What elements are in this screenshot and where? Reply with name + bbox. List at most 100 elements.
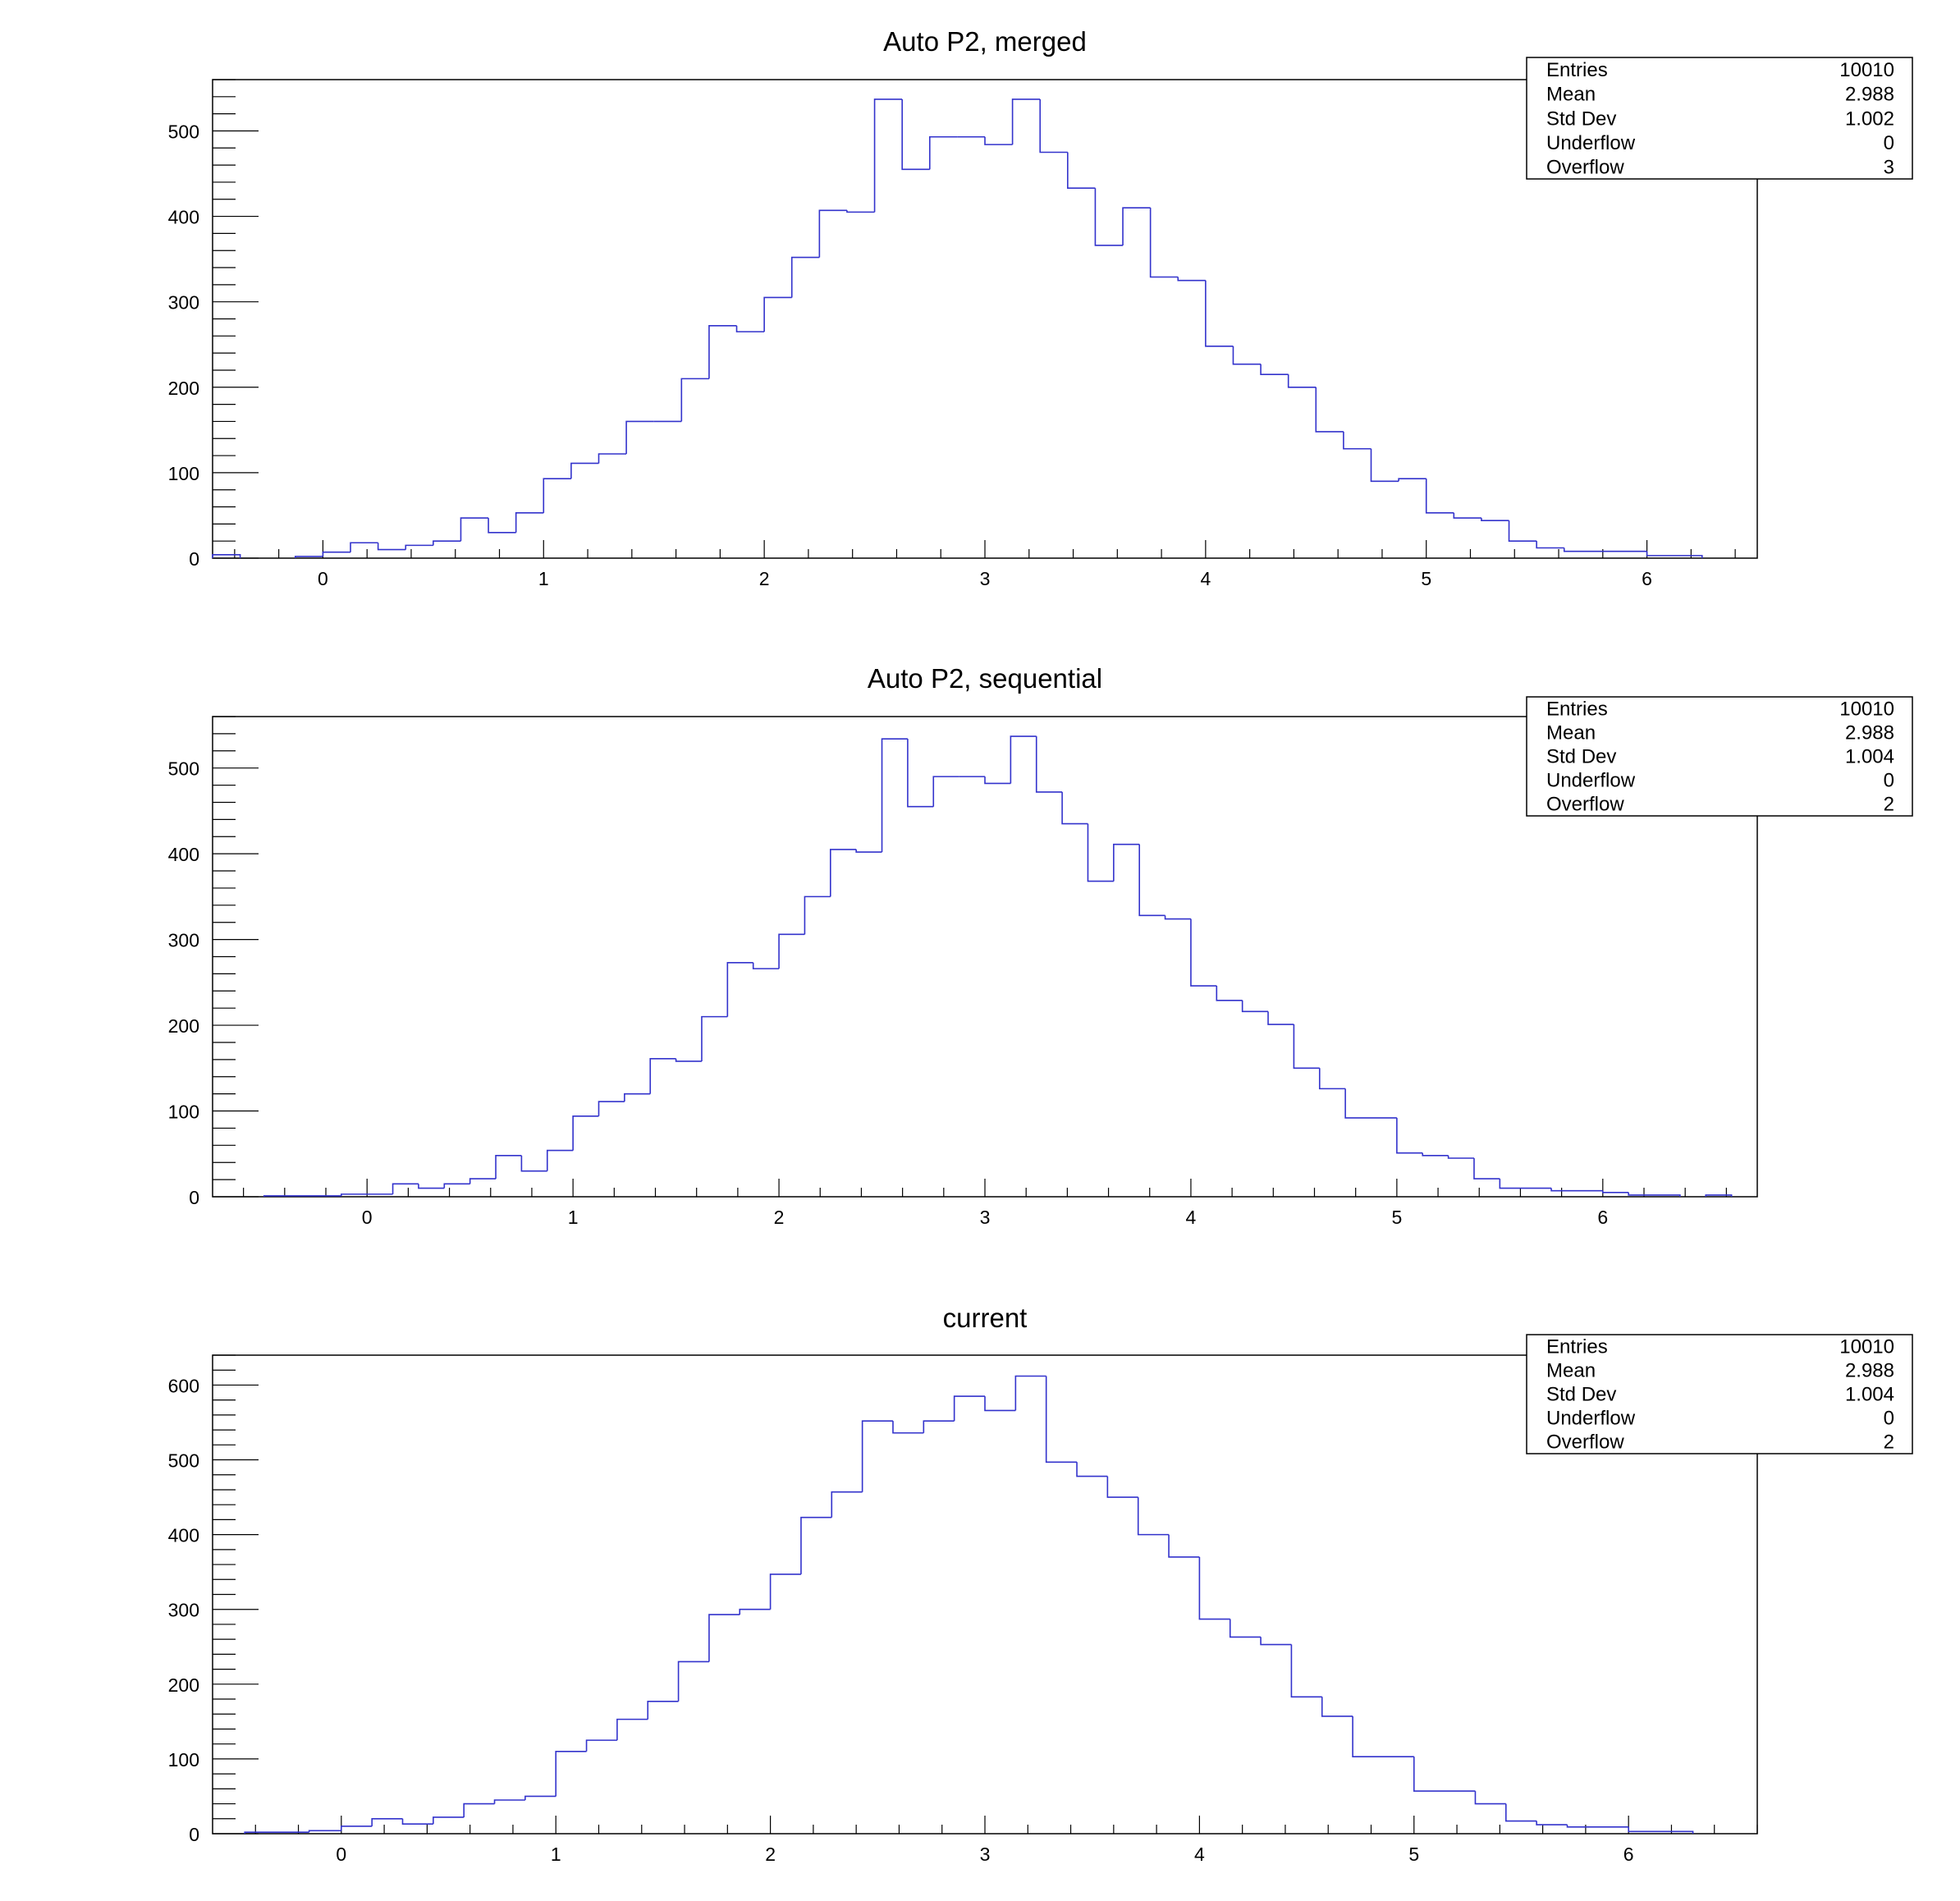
stats-label: Std Dev [1546,108,1616,130]
stats-value: 0 [1884,1408,1894,1430]
histogram-bin [1229,1619,1262,1638]
histogram-bin [1370,448,1399,483]
histogram-bin [804,896,831,935]
x-tick-label: 6 [1642,568,1652,589]
x-tick-label: 5 [1391,1207,1402,1228]
y-tick-label: 200 [168,1015,199,1037]
histogram-bin [1045,1376,1078,1464]
histogram-bin [881,738,908,853]
histogram-bin [460,517,489,542]
y-tick-label: 600 [168,1375,199,1396]
histogram-bin [1094,188,1124,246]
x-tick-label: 2 [774,1207,785,1228]
histogram-bin [901,98,930,171]
stats-label: Std Dev [1546,1384,1616,1406]
stats-value: 3 [1884,156,1894,178]
histogram-bin [932,776,959,807]
histogram-bin [1505,1803,1537,1822]
histogram-bin [680,378,709,422]
histogram-bin [322,551,351,557]
histogram-bin [984,1396,1016,1412]
histogram-bin [923,1420,955,1433]
histogram-bin [350,542,378,552]
x-tick-label: 0 [318,568,328,589]
histogram-bin [463,1803,495,1817]
histogram-bin [1137,1497,1170,1536]
histogram-bin [1447,1155,1474,1159]
histogram-bin [401,1818,433,1825]
stats-value: 2 [1884,794,1894,816]
y-tick-label: 500 [168,121,199,142]
histogram-bin [1287,374,1317,388]
histogram-bin [1321,1697,1353,1717]
y-tick-label: 100 [168,463,199,484]
histogram-bin [443,1183,470,1189]
y-tick-label: 300 [168,292,199,314]
histogram-bin [212,554,241,558]
histogram-bin [585,1739,617,1752]
histogram-bin [1508,520,1537,542]
histogram-bin [1425,479,1454,514]
histogram-bin [295,556,323,558]
x-tick-label: 3 [980,568,991,589]
histogram-bin [831,1491,863,1518]
chart-title: Auto P2, sequential [868,663,1102,694]
stats-label: Overflow [1546,1431,1624,1454]
stats-value: 1.004 [1845,1384,1894,1406]
histogram-bin [1122,207,1151,245]
histogram-bin [1216,986,1243,1001]
histogram-panel: current 0 100 200 300 400 500 600 0 1 2 3 4 5 6 Entries… [168,1303,1913,1865]
histogram-bin [418,1184,445,1189]
histogram-bin [790,256,820,298]
histogram-bin [726,962,753,1017]
x-tick-label: 6 [1597,1207,1608,1228]
histogram-bin [1481,518,1509,521]
histogram-bin [1113,843,1140,882]
histogram-bin [752,962,780,969]
histogram-bin [1422,1152,1449,1157]
stats-label: Mean [1546,1360,1596,1382]
stats-value: 10010 [1839,59,1894,81]
histogram-bin [1076,1462,1108,1477]
histogram-bin [263,1195,341,1197]
histogram-bin [1061,791,1088,825]
histogram-series [263,735,1733,1197]
histogram-bin [1474,1791,1506,1805]
histogram-bin [873,98,903,213]
histogram-bin [1318,1068,1346,1090]
x-tick-label: 1 [568,1207,579,1228]
histogram-bin [1067,152,1096,190]
histogram-bin [1267,1011,1294,1025]
histogram-bin [928,135,958,170]
histogram-bin [1087,823,1114,882]
histogram-bin [377,543,406,551]
y-tick-label: 400 [168,207,199,228]
stats-value: 2 [1884,1431,1894,1454]
histogram-bin [1344,1088,1397,1119]
histogram-bin [1628,1826,1694,1834]
stats-label: Entries [1546,1336,1608,1358]
stats-box-frame [1526,1334,1913,1454]
histogram-bin [1550,1188,1603,1192]
histogram-bin [1035,736,1063,793]
histogram-bin [739,1608,771,1615]
histogram-bin [846,210,875,213]
stats-value: 1.002 [1845,108,1894,130]
histogram-bin [341,1825,373,1831]
histogram-bin [341,1193,393,1196]
histogram-bin [984,776,1011,785]
stats-label: Std Dev [1546,746,1616,768]
x-tick-label: 1 [551,1844,561,1865]
stats-label: Overflow [1546,156,1624,178]
histogram-bin [598,1101,625,1116]
histogram-bin [1014,1375,1046,1411]
histogram-bin [392,1183,419,1194]
histogram-bin [598,453,627,464]
stats-value: 0 [1884,132,1894,154]
y-tick-label: 400 [168,844,199,865]
stats-label: Entries [1546,699,1608,721]
y-tick-label: 300 [168,1600,199,1621]
x-tick-label: 4 [1200,568,1211,589]
